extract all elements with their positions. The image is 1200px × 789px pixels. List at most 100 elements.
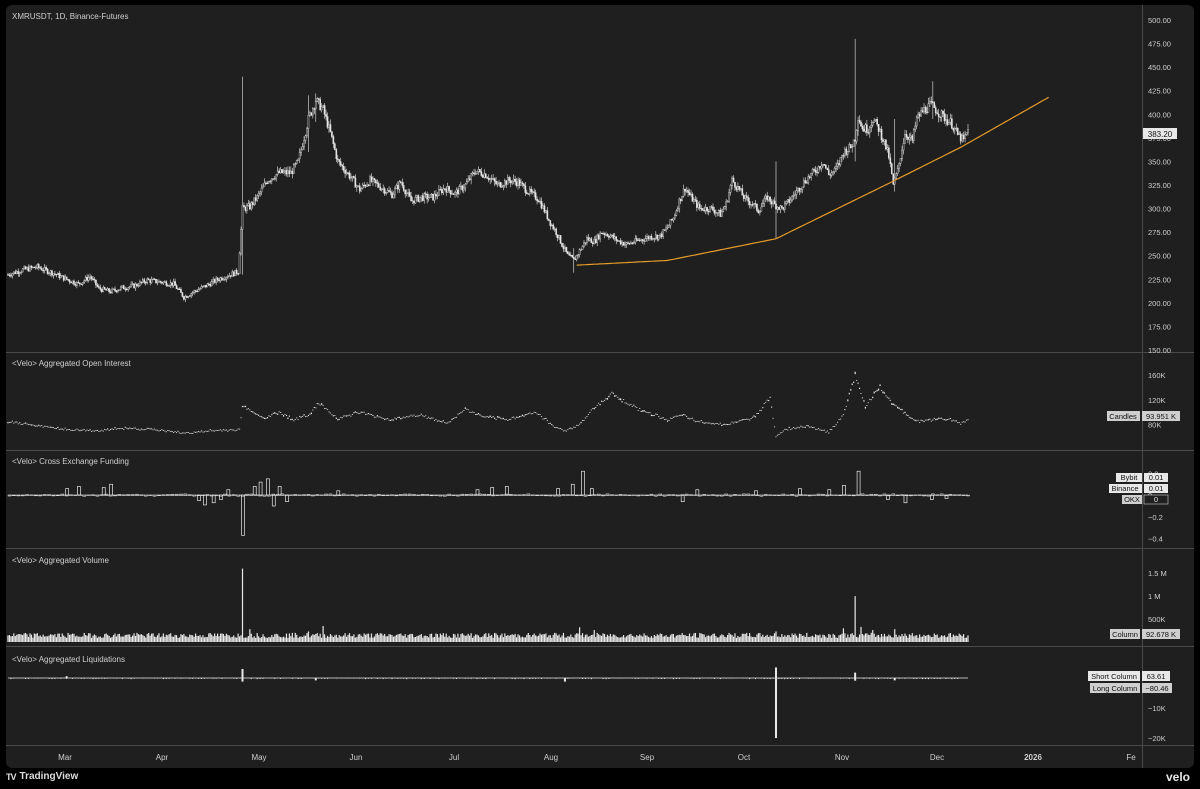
liquidations-pane[interactable]: <Velo> Aggregated Liquidations −10K−20K … [7, 655, 1173, 743]
volume-bar [754, 637, 757, 642]
funding-step [676, 494, 680, 497]
oi-candle [518, 415, 521, 418]
oi-candle [515, 416, 518, 418]
oi-candle [284, 413, 286, 415]
volume-bar [939, 636, 941, 642]
candle-body [89, 276, 91, 278]
candle-body [656, 234, 659, 240]
oi-candle [400, 418, 402, 420]
oi-candle [488, 416, 490, 418]
volume-bar [554, 632, 556, 642]
volume-bar [19, 634, 21, 642]
liq-long-bar [502, 678, 504, 679]
funding-spike [856, 470, 861, 496]
price-pane[interactable]: XMRUSDT, 1D, Binance-Futures 500.00475.0… [7, 12, 1177, 355]
oi-candle [38, 424, 40, 426]
y-tick-label: 475.00 [1148, 40, 1171, 49]
candle-body [965, 132, 968, 135]
volume-bar [768, 636, 770, 642]
funding-pane[interactable]: <Velo> Cross Exchange Funding 0.20−0.2−0… [7, 457, 1169, 544]
oi-candle [88, 430, 90, 431]
volume-bar [429, 633, 431, 642]
candle-body [860, 122, 862, 127]
volume-bar [910, 635, 912, 642]
volume-bar [662, 636, 664, 642]
candle-body [130, 284, 132, 287]
oi-candle [688, 418, 691, 420]
oi-candle [557, 427, 559, 429]
liq-long-bar [866, 678, 868, 679]
oi-candle [216, 429, 219, 431]
volume-bar [234, 637, 236, 642]
oi-candle [120, 428, 122, 429]
volume-bar [587, 636, 589, 642]
oi-candle [41, 425, 43, 427]
volume-bar [955, 635, 957, 642]
volume-bar [48, 635, 50, 642]
liq-long-bar [743, 678, 745, 679]
candle-body [608, 235, 610, 238]
candle-body [591, 242, 594, 245]
candle-body [766, 195, 769, 201]
y-tick-label: 1.5 M [1148, 569, 1167, 578]
oi-candle [173, 432, 175, 433]
liq-long-bar [435, 678, 437, 679]
volume-bar [22, 635, 24, 642]
volume-bar [919, 634, 921, 642]
oi-candle [665, 418, 667, 420]
volume-bar [474, 634, 477, 642]
oi-candle [952, 419, 954, 421]
oi-candle [631, 405, 633, 407]
funding-step [500, 494, 504, 496]
candle-body [411, 200, 414, 202]
candle-body [715, 212, 717, 214]
volume-bar [231, 636, 233, 642]
candle-body [827, 169, 830, 175]
tradingview-logo[interactable]: TV TradingView [6, 771, 78, 782]
volume-bar [64, 636, 66, 642]
candle-body [728, 192, 730, 202]
oi-candle [310, 412, 312, 415]
trendline[interactable] [576, 96, 1049, 266]
volume-bar [568, 636, 570, 642]
y-tick-label: −0.2 [1148, 513, 1163, 522]
candle-body [855, 130, 858, 142]
volume-bar [13, 633, 15, 642]
candle-body [773, 200, 776, 205]
candle-body [946, 119, 949, 125]
liq-long-bar [945, 678, 947, 680]
oi-candle [326, 409, 329, 411]
liq-long-bar [165, 678, 167, 679]
volume-bar [398, 633, 400, 642]
oi-candle [265, 417, 267, 419]
candle-body [756, 203, 758, 211]
open-interest-pane[interactable]: <Velo> Aggregated Open Interest 160K120K… [7, 359, 1180, 438]
oi-candle [499, 417, 502, 419]
volume-bar [482, 636, 484, 642]
oi-candle [85, 430, 87, 432]
candle-body [87, 277, 90, 281]
oi-candle [457, 413, 459, 415]
last-price-label: 383.20 [1148, 130, 1173, 139]
candle-body [609, 235, 612, 238]
candle-body [502, 185, 505, 187]
candle-body [583, 242, 585, 247]
candle-body [652, 238, 654, 240]
oi-candle [776, 434, 779, 436]
oi-candle [404, 417, 406, 419]
oi-candle [158, 430, 160, 432]
candle-body [536, 199, 538, 202]
oi-candle [252, 411, 254, 413]
oi-candle [249, 409, 251, 411]
oi-candle [539, 413, 541, 415]
funding-step [781, 493, 786, 496]
candle-body [128, 286, 131, 288]
candle-body [301, 146, 304, 150]
volume-bar [338, 635, 340, 642]
candle-body [266, 182, 269, 184]
candle-body [319, 99, 321, 111]
oi-candle [705, 422, 707, 424]
volume-bar [445, 633, 447, 642]
y-tick-label: 200.00 [1148, 299, 1171, 308]
